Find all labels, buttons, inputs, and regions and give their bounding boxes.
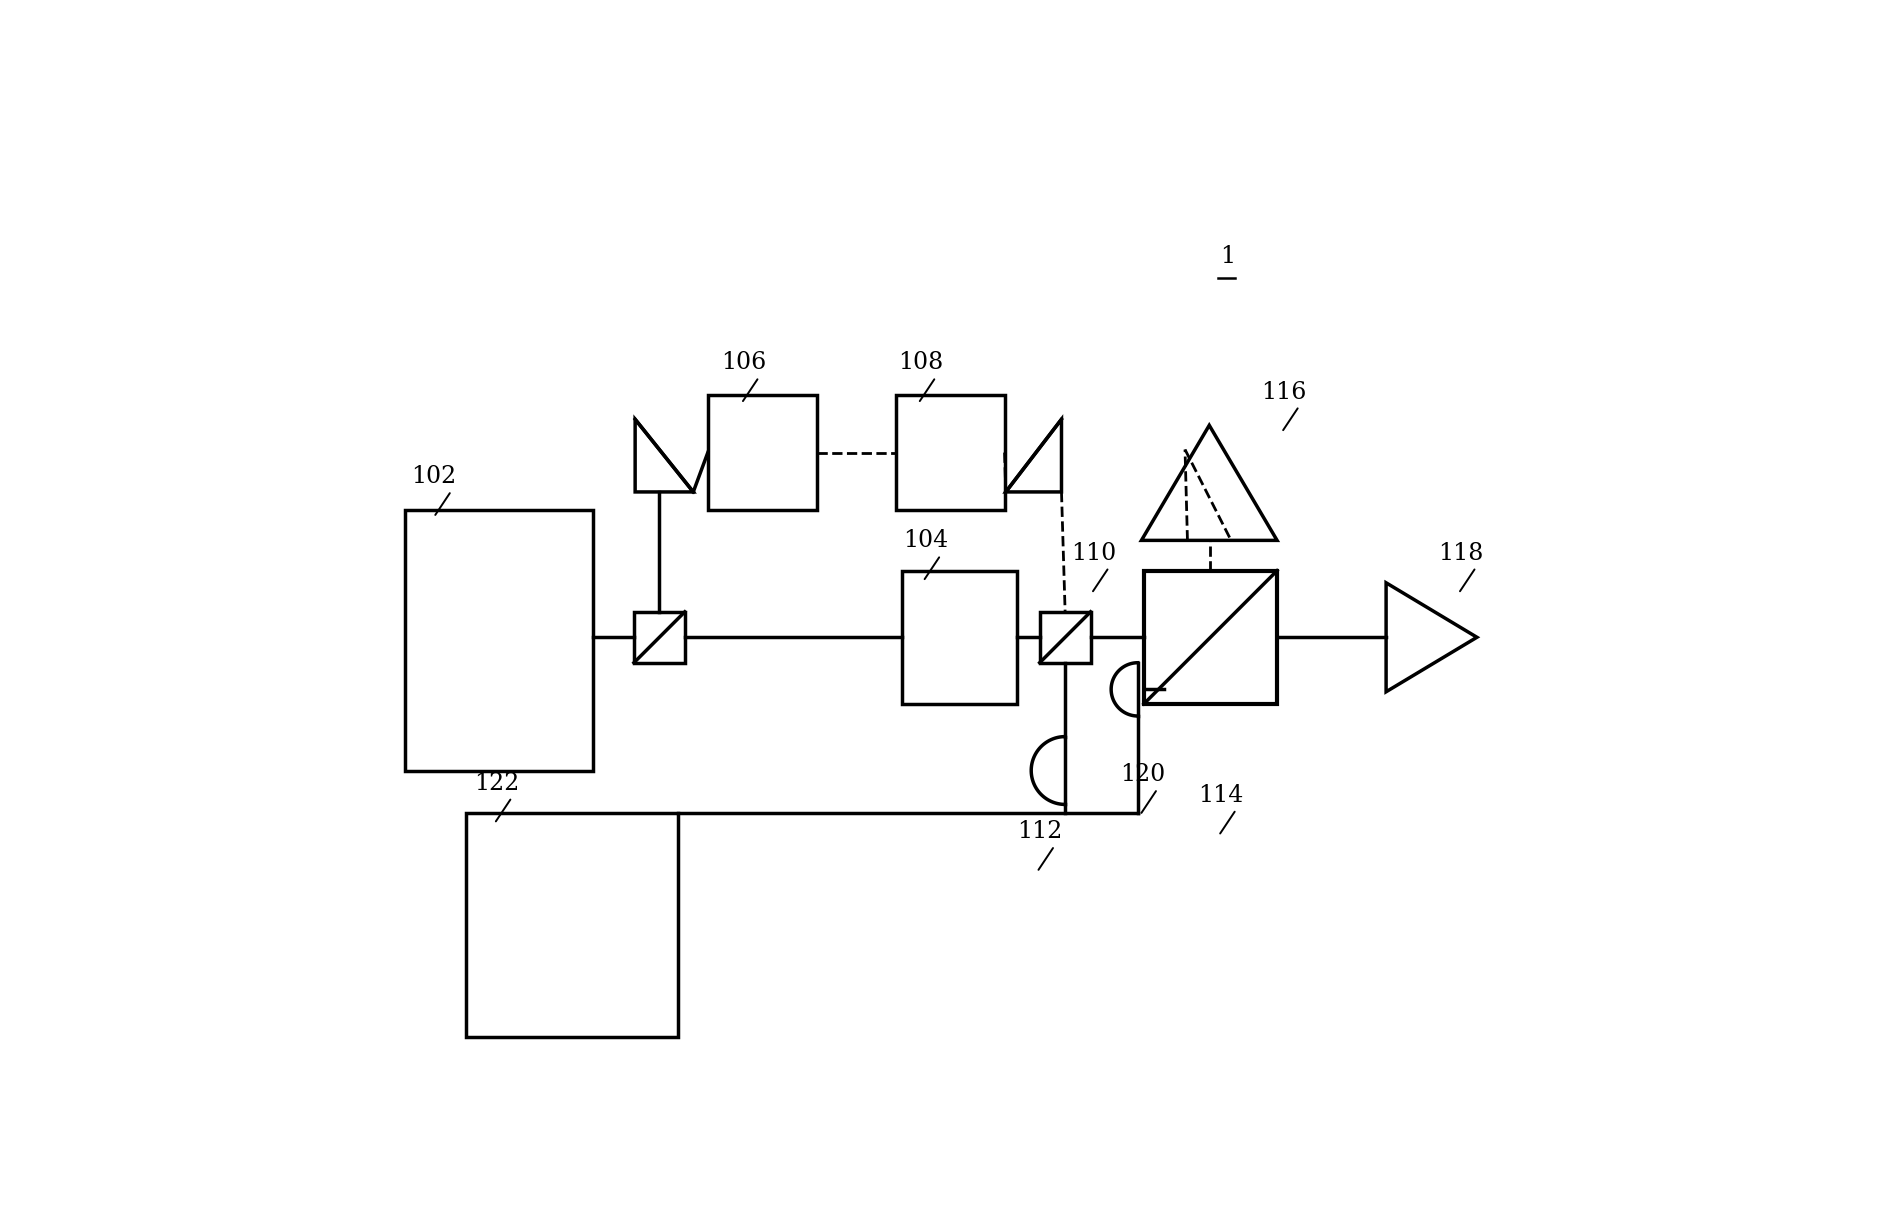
Bar: [634, 612, 685, 663]
Text: 110: 110: [1070, 541, 1116, 565]
Text: 1: 1: [1220, 245, 1235, 268]
Bar: [1144, 571, 1276, 704]
Text: 114: 114: [1199, 784, 1244, 807]
Text: 122: 122: [474, 772, 519, 795]
Text: 116: 116: [1261, 380, 1306, 403]
Bar: [406, 510, 593, 771]
Bar: [708, 395, 818, 510]
Text: 108: 108: [899, 351, 944, 374]
Text: 118: 118: [1439, 541, 1484, 565]
Text: 112: 112: [1016, 821, 1063, 844]
Bar: [1040, 612, 1091, 663]
Text: 104: 104: [902, 529, 948, 552]
Bar: [895, 395, 1004, 510]
Text: 102: 102: [412, 465, 457, 488]
Bar: [902, 571, 1016, 704]
Bar: [466, 813, 678, 1037]
Text: 106: 106: [721, 351, 767, 374]
Text: 120: 120: [1120, 764, 1165, 787]
